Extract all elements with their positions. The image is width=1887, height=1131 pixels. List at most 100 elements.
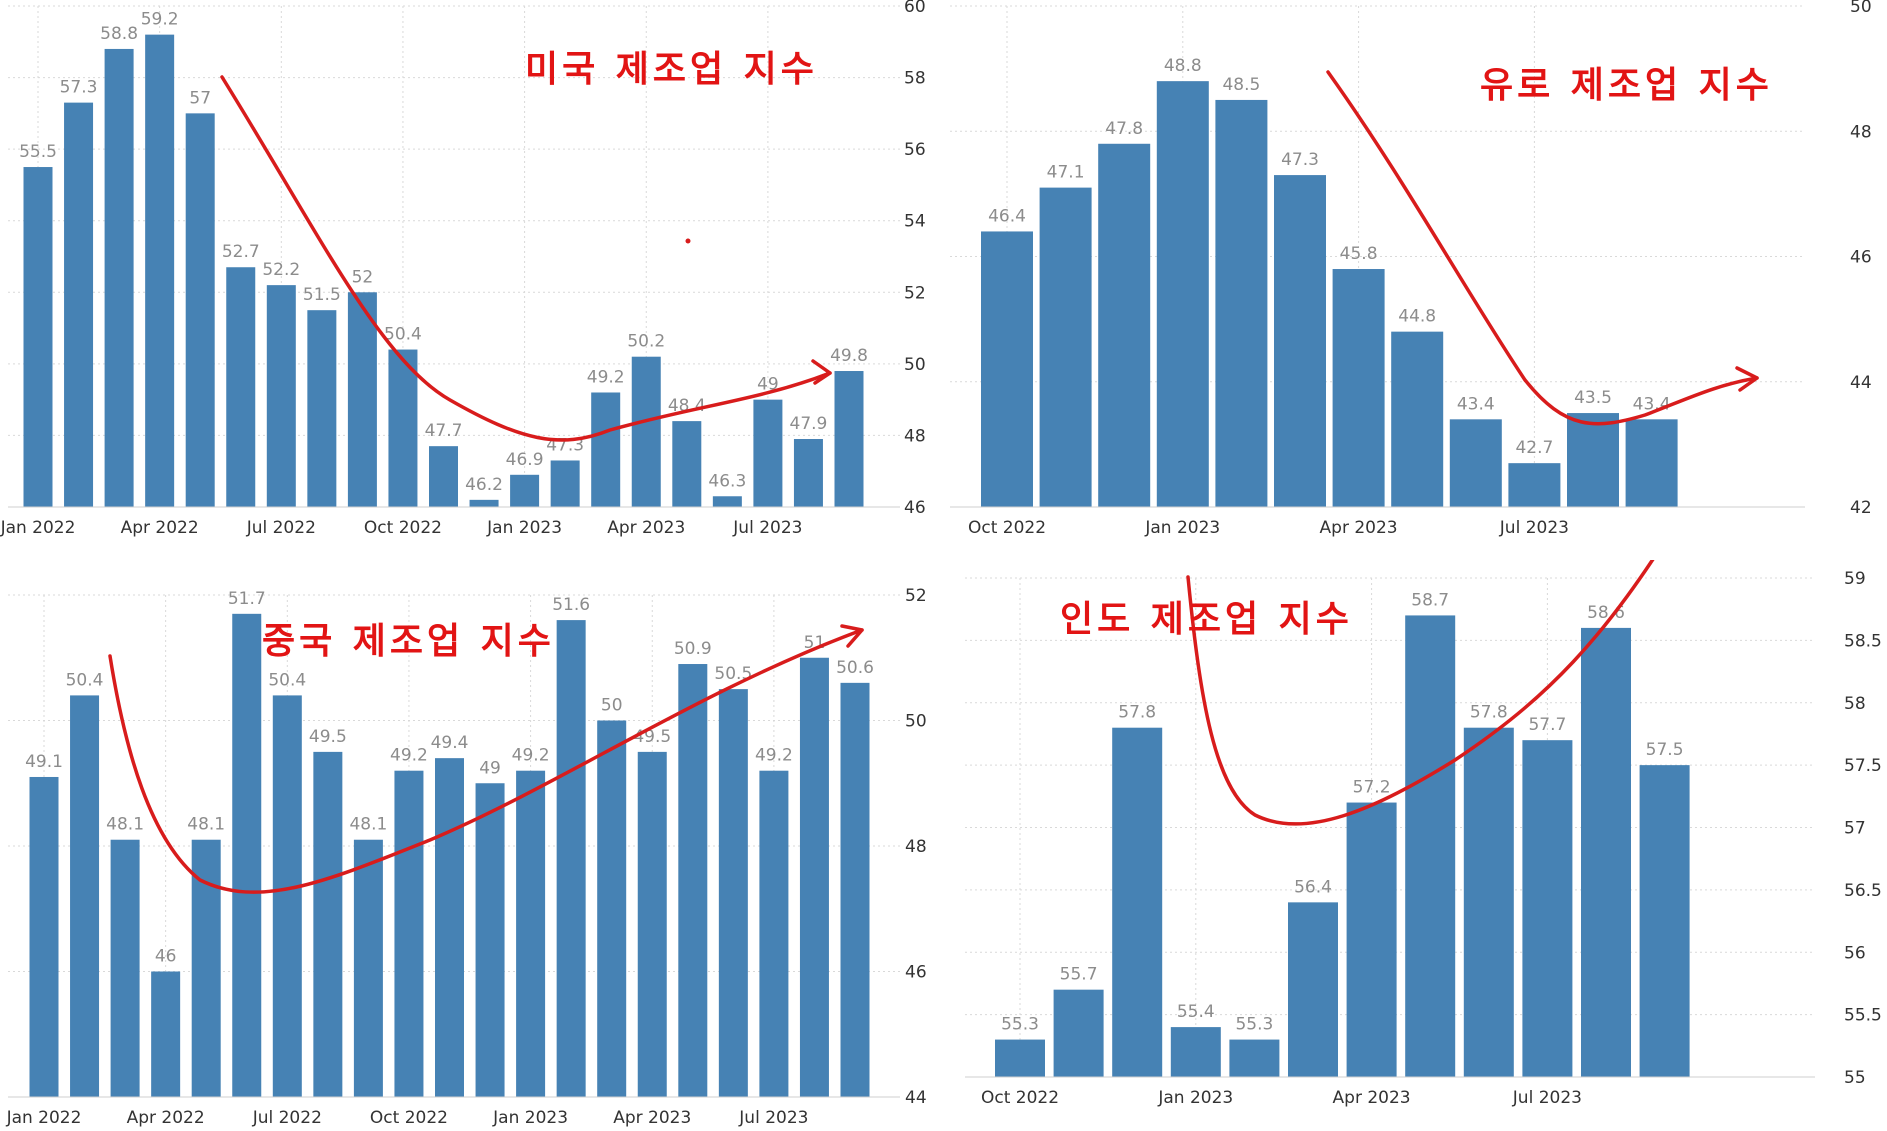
us-value-label: 50.2 (627, 332, 665, 352)
euro-annotation: 유로 제조업 지수 (1480, 64, 1773, 106)
us-chart-canvas: 55.5 57.3 58.859.2 57 52.752.251.5 52 50.4 47.7… (0, 0, 926, 538)
us-bar (64, 102, 94, 507)
china-axes: 44 46 48 50 52 Jan 2022 Apr 2022 Jul 2022 Oct 20… (6, 586, 927, 1128)
india-value-label: 56.4 (1294, 877, 1332, 897)
china-bar (232, 613, 262, 1097)
india-y-tick-label: 58.5 (1844, 631, 1882, 651)
euro-manufacturing-chart: 46.4 47.1 47.8 48.8 48.5 47.3 45.8 44.8 43.4 42.7… (945, 0, 1887, 550)
us-y-tick-label: 54 (904, 212, 926, 232)
china-annotation: 중국 제조업 지수 (262, 620, 555, 662)
us-red-dot (685, 238, 691, 244)
china-x-tick-label: Jan 2022 (6, 1108, 82, 1128)
china-value-label: 48.1 (349, 815, 387, 835)
euro-x-tick-label: Apr 2023 (1320, 518, 1398, 538)
euro-value-label: 43.5 (1574, 388, 1612, 408)
china-bar (151, 971, 181, 1097)
india-value-label: 58.6 (1587, 603, 1625, 623)
euro-y-tick-label: 48 (1850, 122, 1872, 142)
us-bar (672, 421, 702, 507)
us-value-label: 58.8 (100, 24, 138, 44)
india-y-tick-label: 55 (1844, 1068, 1866, 1088)
euro-bar (981, 231, 1033, 507)
china-trend-arrow (108, 624, 864, 894)
india-annotation: 인도 제조업 지수 (1060, 598, 1353, 640)
us-y-tick-label: 52 (904, 283, 926, 303)
us-x-tick-label: Jul 2023 (732, 518, 802, 538)
us-bar (550, 460, 580, 507)
us-x-tick-label: Apr 2022 (121, 518, 199, 538)
euro-bar (1274, 175, 1326, 507)
india-trend-arrow (1186, 560, 1655, 826)
us-value-label: 46.9 (506, 450, 544, 470)
china-bar (799, 657, 829, 1097)
india-bar (1288, 902, 1338, 1077)
china-bar (475, 783, 505, 1097)
india-x-tick-label: Jul 2023 (1512, 1088, 1582, 1108)
euro-bar (1508, 463, 1561, 507)
euro-chart-canvas: 46.4 47.1 47.8 48.8 48.5 47.3 45.8 44.8 43.4 42.7… (950, 0, 1872, 538)
us-x-tick-label: Jan 2023 (486, 518, 562, 538)
euro-value-label: 47.3 (1281, 150, 1319, 170)
euro-bar (1098, 143, 1151, 507)
china-value-label: 49.2 (390, 746, 428, 766)
us-bar (712, 496, 742, 507)
india-y-tick-label: 57.5 (1844, 756, 1882, 776)
euro-value-label: 45.8 (1340, 244, 1378, 264)
euro-bar (1625, 419, 1678, 507)
india-bar (1522, 740, 1573, 1077)
china-x-tick-label: Jan 2023 (492, 1108, 568, 1128)
euro-x-tick-label: Jul 2023 (1499, 518, 1569, 538)
us-bar (185, 113, 215, 507)
china-value-label: 49.1 (25, 752, 63, 772)
china-bar (435, 758, 464, 1097)
china-bar (394, 770, 424, 1097)
india-y-tick-label: 56.5 (1844, 881, 1882, 901)
euro-trend-arrow (1326, 70, 1759, 426)
china-chart-canvas: 49.150.448.14648.151.750.449.548.149.249… (6, 586, 927, 1128)
euro-value-label: 47.1 (1047, 163, 1085, 183)
china-trend-curve (108, 628, 864, 894)
china-bar (516, 770, 546, 1097)
india-bar (1405, 615, 1456, 1077)
china-bar (597, 720, 627, 1097)
us-annotation: 미국 제조업 지수 (525, 48, 818, 90)
india-bar (1053, 989, 1104, 1077)
euro-y-tick-label: 46 (1850, 248, 1872, 268)
china-x-tick-label: Apr 2023 (613, 1108, 691, 1128)
us-value-label: 46.3 (708, 471, 746, 491)
us-axes: 46 48 50 52 54 56 58 60 Jan 2022 Apr 2022 Jul 2022… (0, 0, 926, 538)
us-value-label: 57.3 (60, 78, 98, 98)
china-value-label: 48.1 (187, 815, 225, 835)
us-value-label: 48.4 (668, 396, 706, 416)
euro-bar (1215, 99, 1268, 507)
india-bar (1581, 627, 1631, 1077)
china-bar (110, 839, 140, 1097)
china-x-tick-label: Jul 2022 (252, 1108, 322, 1128)
china-value-label: 49 (479, 758, 501, 778)
china-value-labels: 49.150.448.14648.151.750.449.548.149.249… (25, 589, 874, 967)
us-bar (591, 392, 621, 507)
euro-y-tick-label: 44 (1850, 373, 1872, 393)
euro-bar (1156, 81, 1209, 508)
us-value-label: 55.5 (19, 142, 57, 162)
us-bar (145, 34, 175, 507)
india-x-tick-label: Apr 2023 (1333, 1088, 1411, 1108)
india-x-tick-label: Jan 2023 (1157, 1088, 1233, 1108)
india-bar (1346, 802, 1397, 1077)
china-bar (759, 770, 789, 1097)
china-bar (70, 695, 100, 1097)
china-value-label: 50.4 (66, 670, 104, 690)
euro-value-label: 42.7 (1515, 438, 1553, 458)
us-bar (226, 267, 256, 507)
us-value-label: 46.2 (465, 475, 503, 495)
china-x-tick-label: Apr 2022 (127, 1108, 205, 1128)
china-bar (718, 689, 748, 1097)
euro-value-label: 46.4 (988, 206, 1026, 226)
china-value-label: 50 (601, 696, 623, 716)
china-bar (272, 695, 302, 1097)
us-value-label: 52 (352, 267, 374, 287)
india-bar (1229, 1039, 1280, 1077)
india-x-tick-label: Oct 2022 (981, 1088, 1059, 1108)
india-chart-canvas: 55.3 55.7 57.8 55.4 55.3 56.4 57.2 58.7 57.8 57.7… (965, 560, 1882, 1108)
china-bar (840, 682, 870, 1097)
